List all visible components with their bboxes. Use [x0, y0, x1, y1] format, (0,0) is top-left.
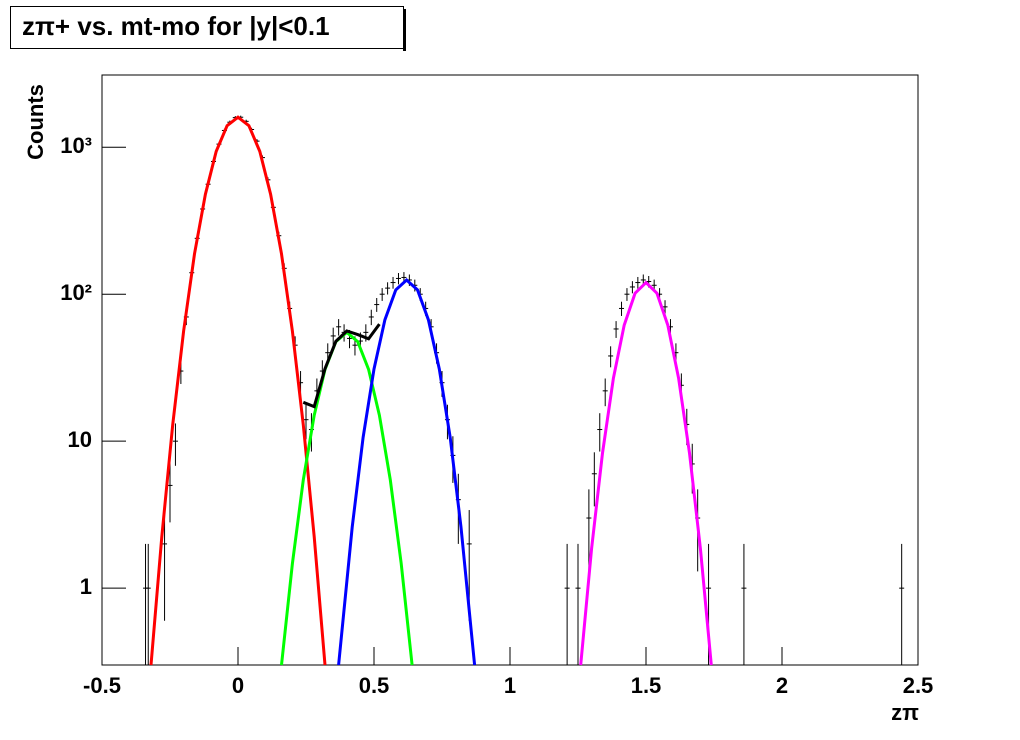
x-axis-label: zπ	[891, 700, 919, 725]
fit-curve	[579, 280, 713, 666]
x-tick-label: -0.5	[83, 673, 121, 698]
x-tick-label: 1.5	[631, 673, 662, 698]
fit-curve	[149, 115, 327, 666]
x-tick-label: 2.5	[903, 673, 934, 698]
x-tick-label: 0	[232, 673, 244, 698]
x-tick-label: 1	[504, 673, 516, 698]
x-tick-label: 2	[776, 673, 788, 698]
y-tick-label: 1	[80, 574, 92, 599]
y-tick-label: 10	[68, 427, 92, 452]
fit-curve	[337, 277, 477, 666]
y-tick-label: 10²	[60, 280, 92, 305]
x-tick-label: 0.5	[359, 673, 390, 698]
y-tick-label: 10³	[60, 133, 92, 158]
y-axis-label: Counts	[23, 84, 48, 160]
title-box	[10, 6, 404, 49]
fit-curve	[302, 323, 381, 409]
title-shadow	[403, 9, 406, 51]
chart-title: zπ+ vs. mt-mo for |y|<0.1	[22, 11, 330, 41]
